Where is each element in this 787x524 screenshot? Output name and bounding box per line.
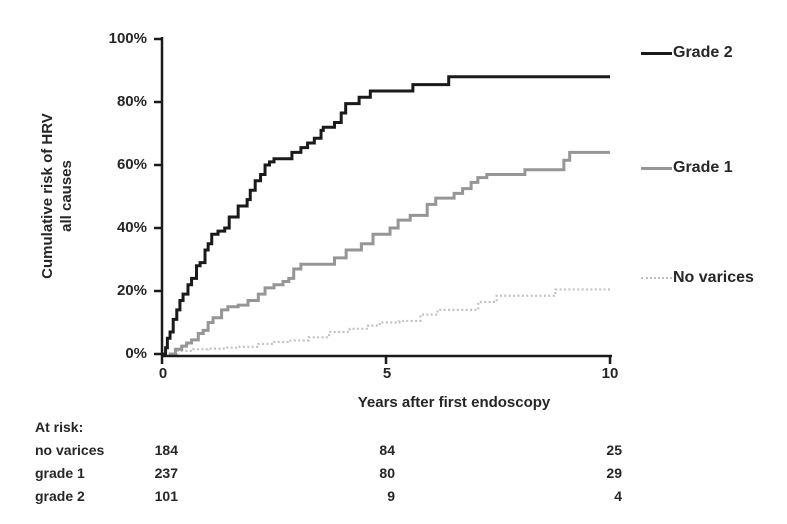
y-tick-label-40: 40% [116, 219, 147, 236]
at-risk-count: 237 [154, 465, 178, 481]
at-risk-table-title: At risk: [35, 419, 84, 435]
legend-label-no-varices: No varices [673, 269, 754, 286]
y-tick-label-0: 0% [125, 345, 147, 362]
legend-label-grade-1: Grade 1 [673, 159, 733, 176]
x-tick-label-0: 0 [158, 365, 168, 382]
at-risk-count: 184 [154, 442, 178, 458]
y-tick-label-100: 100% [108, 30, 147, 47]
x-tick-label-5: 5 [382, 365, 392, 382]
at-risk-count: 80 [379, 465, 395, 481]
y-tick-label-20: 20% [116, 282, 147, 299]
at-risk-count: 84 [379, 442, 395, 458]
at-risk-count: 9 [387, 488, 395, 504]
at-risk-count: 29 [606, 465, 622, 481]
series-path-grade-2 [162, 75, 610, 356]
y-tick-label-60: 60% [116, 156, 147, 173]
legend-item-grade-1: Grade 1 [641, 158, 733, 178]
legend-item-grade-2: Grade 2 [641, 43, 733, 63]
legend-item-no-varices: No varices [641, 268, 754, 288]
at-risk-row-label-grade-1: grade 1 [35, 465, 85, 481]
x-axis-title: Years after first endoscopy [357, 394, 551, 411]
legend-label-grade-2: Grade 2 [673, 44, 733, 61]
no-varices-line-swatch [641, 277, 672, 279]
axis-lines [154, 37, 612, 364]
y-axis-title: Cumulative risk of HRV all causes [38, 51, 76, 341]
at-risk-row-label-no-varices: no varices [35, 442, 105, 458]
x-tick-label-10: 10 [601, 365, 619, 382]
series-path-no-varices [170, 288, 610, 356]
at-risk-count: 25 [606, 442, 622, 458]
at-risk-count: 4 [614, 488, 622, 504]
grade-1-line-swatch [641, 166, 672, 170]
at-risk-row-label-grade-2: grade 2 [35, 488, 85, 504]
at-risk-count: 101 [154, 488, 178, 504]
series-path-grade-1 [168, 150, 610, 356]
y-tick-label-80: 80% [116, 93, 147, 110]
y-axis-title-line1: Cumulative risk of HRV [39, 113, 56, 279]
y-axis-title-line2: all causes [58, 160, 75, 232]
grade-2-line-swatch [641, 51, 672, 55]
